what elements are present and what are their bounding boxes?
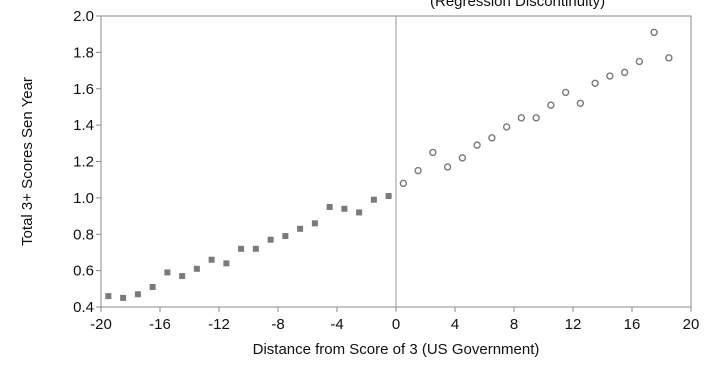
data-point-right <box>576 99 585 108</box>
data-point-left <box>120 294 127 301</box>
data-point-right <box>414 166 422 175</box>
data-point-right <box>443 163 452 171</box>
x-tick-label: -4 <box>330 316 343 333</box>
data-point-right <box>547 101 555 109</box>
data-point-left <box>297 225 304 232</box>
data-point-left <box>370 196 377 203</box>
y-tick-label: 0.6 <box>73 263 94 280</box>
x-tick-label: 12 <box>565 316 582 333</box>
data-point-right <box>488 134 496 142</box>
data-point-left <box>326 203 333 210</box>
data-point-left <box>385 193 392 200</box>
data-point-right <box>665 54 673 62</box>
x-axis-label: Distance from Score of 3 (US Government) <box>253 341 540 358</box>
data-point-right <box>591 79 599 87</box>
data-point-left <box>223 260 230 267</box>
y-tick-label: 1.4 <box>73 117 94 134</box>
y-tick-label: 2.0 <box>73 8 94 25</box>
y-axis-label: Total 3+ Scores Sen Year <box>19 77 36 246</box>
data-point-right <box>502 123 511 131</box>
data-point-right <box>635 57 644 66</box>
data-point-left <box>193 265 200 272</box>
y-tick-label: 0.4 <box>73 299 94 316</box>
data-point-left <box>208 256 215 263</box>
data-point-left <box>267 236 274 243</box>
y-tick-label: 1.0 <box>73 190 94 207</box>
x-tick-label: 0 <box>392 316 400 333</box>
data-point-left <box>179 273 186 280</box>
y-tick-label: 1.8 <box>73 44 94 61</box>
data-point-right <box>561 88 570 97</box>
data-point-left <box>238 245 245 252</box>
x-tick-label: -20 <box>90 316 112 333</box>
data-point-right <box>606 72 614 80</box>
data-point-left <box>282 233 289 240</box>
data-point-left <box>356 209 363 216</box>
x-tick-label: 20 <box>683 316 700 333</box>
x-tick-label: 16 <box>624 316 641 333</box>
x-tick-label: -16 <box>149 316 171 333</box>
chart-title: (Regression Discontinuity) <box>430 0 605 10</box>
data-point-left <box>311 220 318 227</box>
y-axis: 0.4 0.6 0.8 1.0 1.2 1.4 1.6 1.8 2.0 <box>73 8 101 316</box>
data-points <box>105 28 673 301</box>
data-point-left <box>105 293 112 300</box>
data-point-right <box>532 114 540 122</box>
x-tick-label: -8 <box>271 316 284 333</box>
data-point-left <box>252 245 259 252</box>
x-tick-label: -12 <box>208 316 230 333</box>
data-point-right <box>620 68 629 77</box>
data-point-left <box>149 283 156 290</box>
x-tick-label: 4 <box>451 316 459 333</box>
data-point-left <box>341 205 348 212</box>
data-point-right <box>399 179 408 188</box>
x-tick-label: 8 <box>510 316 518 333</box>
data-point-right <box>429 148 437 157</box>
data-point-right <box>473 141 481 149</box>
data-point-left <box>164 269 171 276</box>
data-point-right <box>650 28 658 37</box>
data-point-left <box>134 291 141 298</box>
data-point-right <box>458 154 467 162</box>
data-point-right <box>517 114 526 122</box>
x-axis: -20 -16 -12 -8 -4 0 4 8 12 16 20 <box>90 307 699 333</box>
y-tick-label: 1.2 <box>73 154 94 171</box>
y-tick-label: 1.6 <box>73 81 94 98</box>
y-tick-label: 0.8 <box>73 226 94 243</box>
